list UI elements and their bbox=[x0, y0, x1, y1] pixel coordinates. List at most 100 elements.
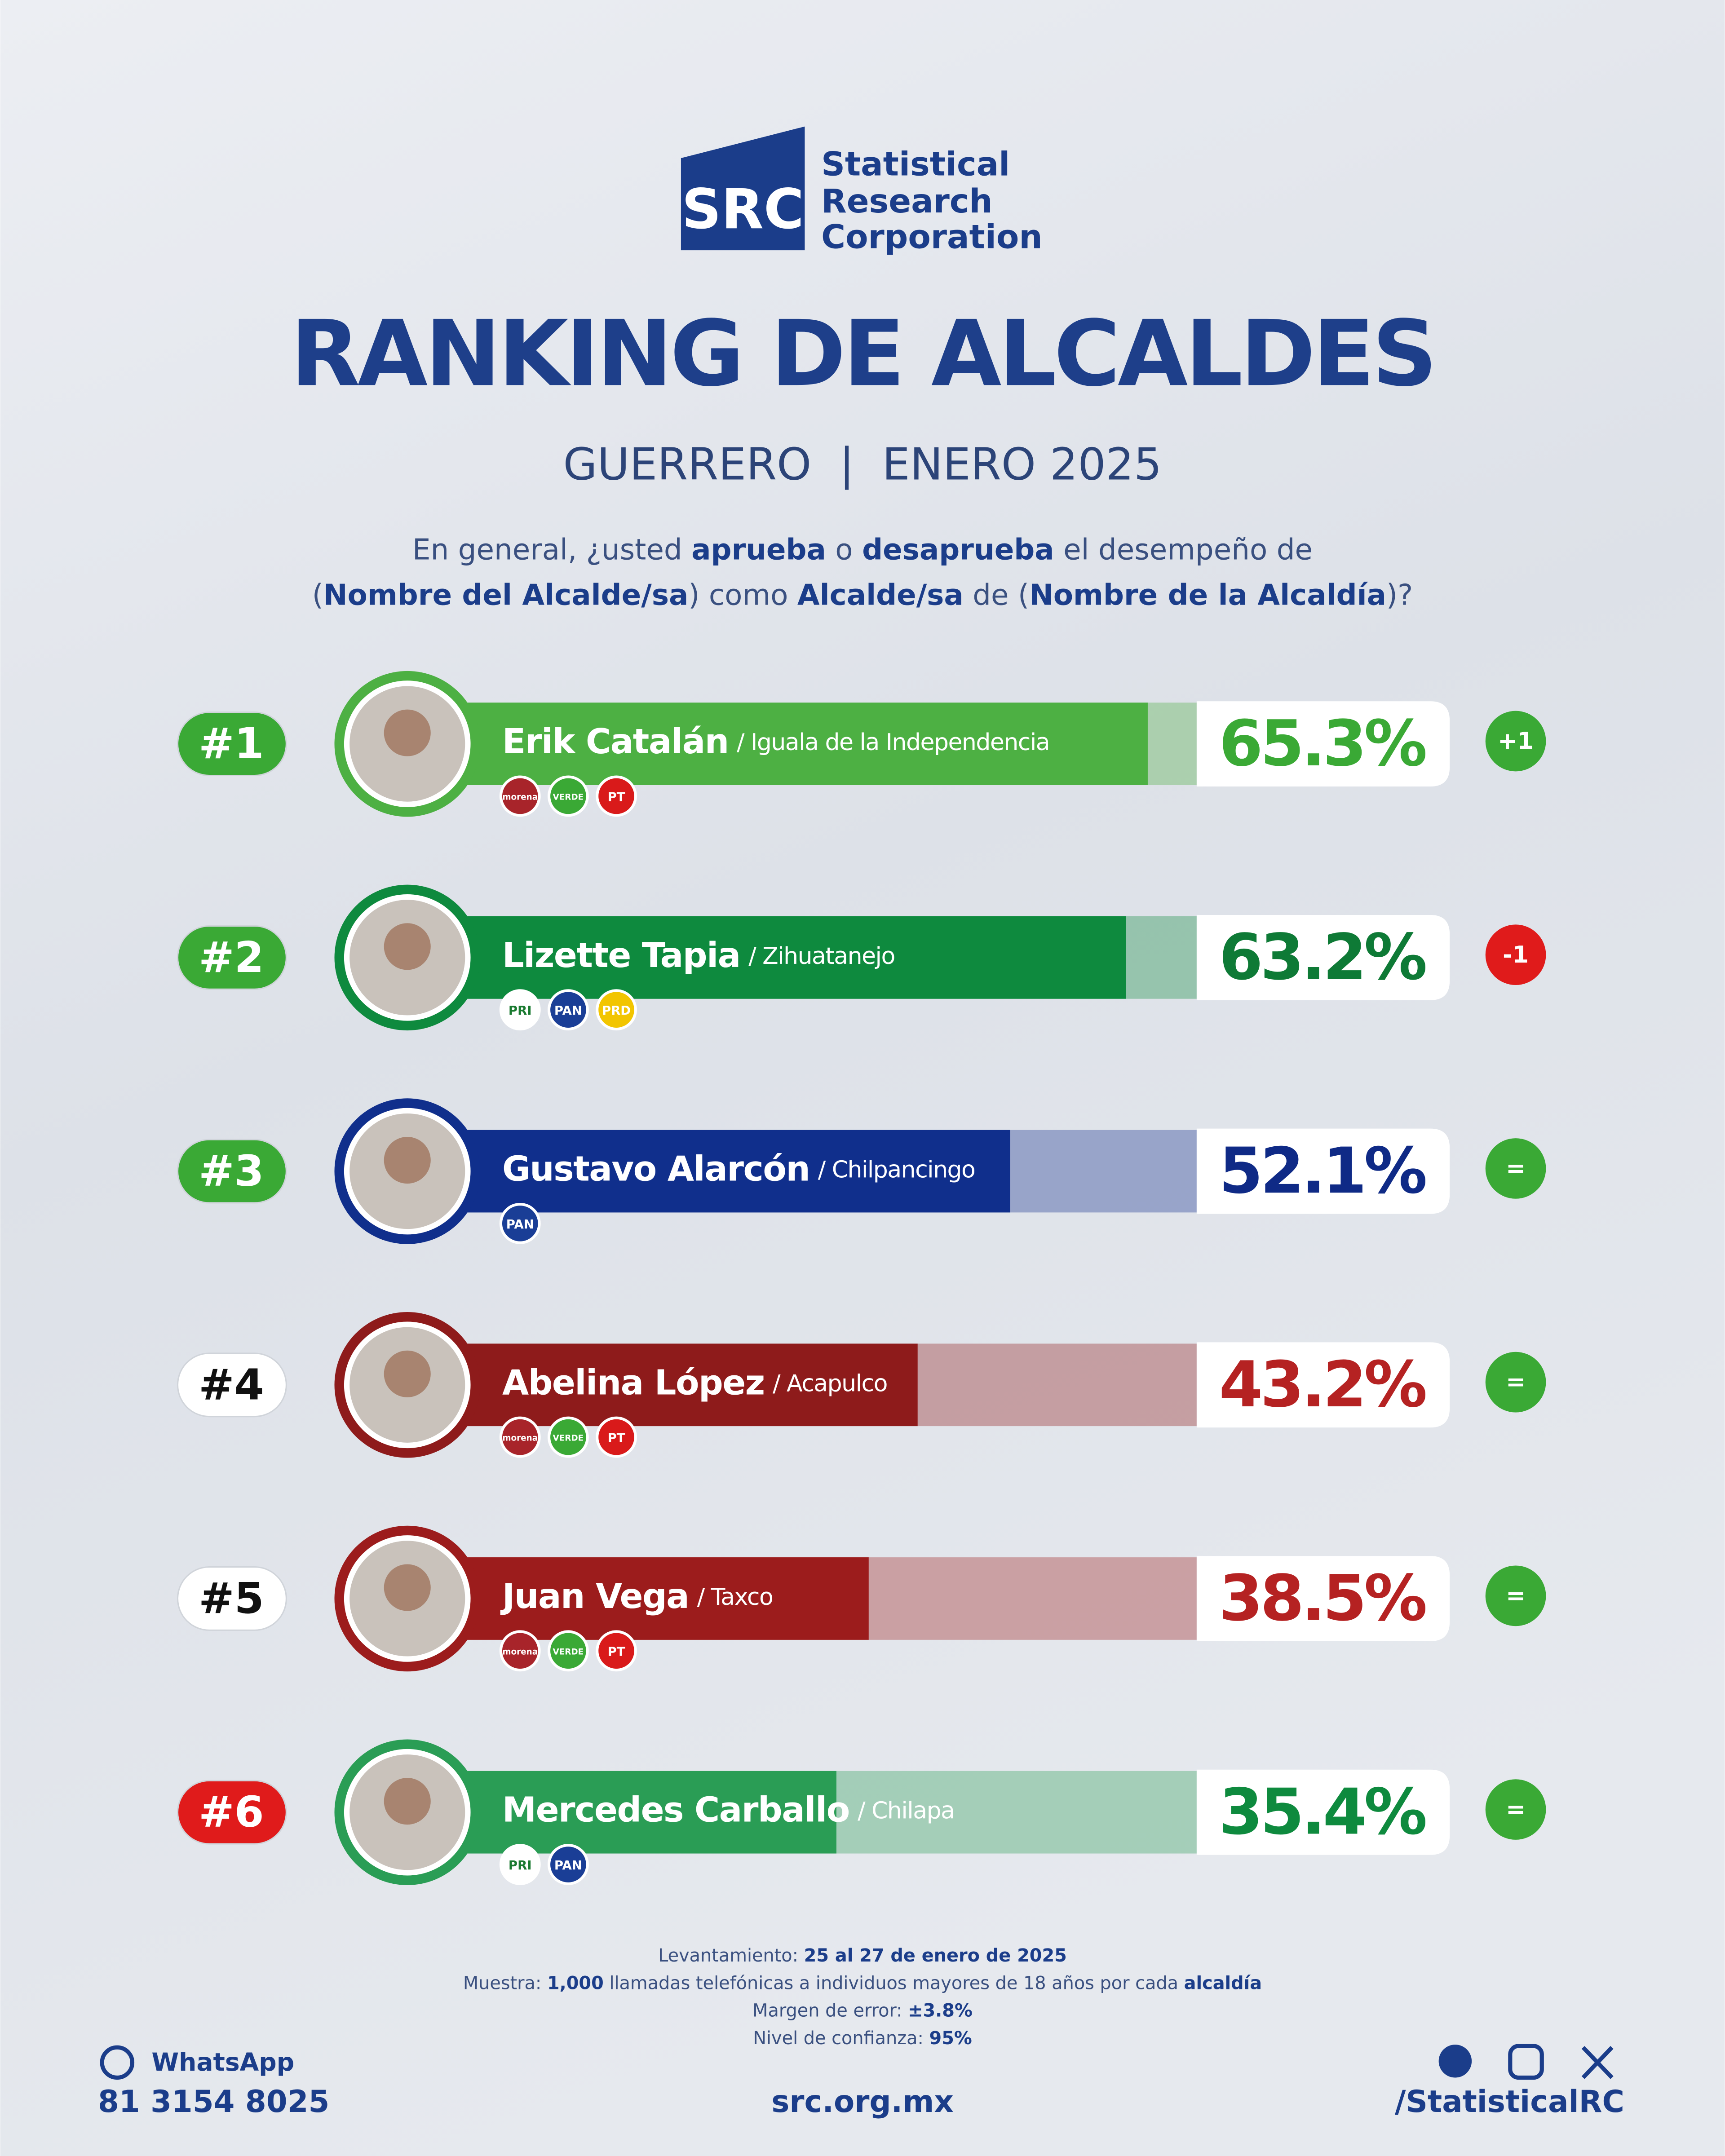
value-box bbox=[1196, 1342, 1450, 1428]
ranking-row: 52.1% Gustavo Alarcón / Chilpancingo PAN #3 = bbox=[177, 1098, 1546, 1244]
text-segment: Nivel de confianza: bbox=[753, 2028, 929, 2048]
party-name: VERDE bbox=[553, 1647, 584, 1657]
rank-label: #3 bbox=[199, 1147, 264, 1196]
party-name: morena bbox=[502, 793, 538, 802]
ranking-row: 43.2% Abelina López / Acapulco morena VERDE P… bbox=[177, 1312, 1546, 1458]
party-logo bbox=[596, 1630, 637, 1672]
party-name: morena bbox=[502, 1647, 538, 1657]
party-name: PRI bbox=[509, 1003, 532, 1018]
photo-head bbox=[384, 923, 431, 970]
logo-text: Statistical bbox=[821, 145, 1010, 183]
value-label: 63.2% bbox=[1219, 921, 1426, 994]
bar bbox=[468, 1557, 869, 1640]
party-logo bbox=[499, 1416, 541, 1458]
ranking: 65.3% Erik Catalán / Iguala de la Independ… bbox=[177, 671, 1546, 1885]
value-box bbox=[1196, 1556, 1450, 1641]
value-label: 43.2% bbox=[1219, 1348, 1426, 1422]
photo-head bbox=[384, 1778, 431, 1825]
name: Abelina López bbox=[502, 1363, 765, 1403]
value-box bbox=[1196, 1128, 1450, 1214]
candidate-name: Lizette Tapia / Zihuatanejo bbox=[502, 936, 895, 976]
change-badge bbox=[1485, 1779, 1546, 1840]
party-name: PT bbox=[608, 790, 625, 804]
change-badge bbox=[1485, 1138, 1546, 1199]
party-name: PAN bbox=[506, 1217, 534, 1232]
text-segment: Levantamiento: bbox=[658, 1945, 804, 1966]
change-label: = bbox=[1506, 1369, 1526, 1396]
change-label: = bbox=[1506, 1582, 1526, 1609]
text-segment: Nombre de la Alcaldía bbox=[1029, 578, 1386, 612]
methodology-line: Levantamiento: 25 al 27 de enero de 2025 bbox=[658, 1945, 1067, 1966]
photo-head bbox=[384, 1137, 431, 1184]
party-name: PAN bbox=[554, 1003, 582, 1018]
party-name: PT bbox=[608, 1431, 625, 1445]
whatsapp-label: WhatsApp bbox=[151, 2048, 294, 2076]
photo-head bbox=[384, 1564, 431, 1611]
text-segment: Nombre del Alcalde/sa bbox=[323, 578, 688, 612]
value-label: 35.4% bbox=[1219, 1775, 1426, 1849]
website: src.org.mx bbox=[771, 2084, 954, 2119]
value-box bbox=[1196, 915, 1450, 1000]
contact: WhatsApp 81 3154 8025 src.org.mx /Statis… bbox=[98, 2044, 1624, 2119]
value-box bbox=[1196, 701, 1450, 787]
bar bbox=[468, 916, 1126, 999]
text-segment: de ( bbox=[964, 578, 1029, 612]
phone: 81 3154 8025 bbox=[98, 2084, 329, 2119]
rank-badge bbox=[177, 1352, 287, 1418]
methodology-line: Margen de error: ±3.8% bbox=[752, 2000, 973, 2021]
change-badge bbox=[1485, 1352, 1546, 1413]
text-segment: ±3.8% bbox=[908, 2000, 973, 2021]
party-name: PT bbox=[608, 1644, 625, 1659]
logo: SRC Statistical Research Corporation bbox=[681, 126, 1043, 256]
text-segment: alcaldía bbox=[1184, 1973, 1262, 1993]
party-logo bbox=[499, 1630, 541, 1672]
text-segment: 25 al 27 de enero de 2025 bbox=[804, 1945, 1067, 1966]
municipality: / Chilpancingo bbox=[818, 1157, 975, 1184]
party-name: morena bbox=[502, 1434, 538, 1443]
name: Juan Vega bbox=[500, 1577, 689, 1617]
party-logo bbox=[499, 775, 541, 817]
party-logo bbox=[596, 1416, 637, 1458]
ranking-row: 65.3% Erik Catalán / Iguala de la Independ… bbox=[177, 671, 1546, 817]
party-logo bbox=[547, 1416, 589, 1458]
title: RANKING DE ALCALDES bbox=[290, 300, 1434, 406]
candidate-name: Gustavo Alarcón / Chilpancingo bbox=[502, 1149, 975, 1189]
party-logo bbox=[499, 1202, 541, 1244]
change-label: -1 bbox=[1503, 941, 1529, 968]
ranking-row: 63.2% Lizette Tapia / Zihuatanejo PRI PAN PRD… bbox=[177, 884, 1546, 1031]
social-handle: /StatisticalRC bbox=[1395, 2084, 1624, 2119]
methodology-line: Muestra: 1,000 llamadas telefónicas a in… bbox=[463, 1973, 1262, 1993]
text-segment: llamadas telefónicas a individuos mayore… bbox=[604, 1973, 1184, 1993]
party-logo bbox=[499, 989, 541, 1031]
municipality: / Taxco bbox=[697, 1584, 773, 1611]
party-logo bbox=[596, 989, 637, 1031]
subtitle: GUERRERO | ENERO 2025 bbox=[563, 439, 1162, 490]
text-segment: En general, ¿usted bbox=[412, 533, 691, 566]
change-label: = bbox=[1506, 1796, 1526, 1823]
text-segment: 95% bbox=[929, 2028, 972, 2048]
text-segment: Alcalde/sa bbox=[797, 578, 964, 612]
rank-badge bbox=[177, 1139, 287, 1204]
party-logo bbox=[547, 1844, 589, 1885]
bar bbox=[468, 702, 1148, 785]
bar bbox=[468, 1130, 1010, 1213]
party-logo bbox=[499, 1844, 541, 1885]
text-segment: ( bbox=[312, 578, 323, 612]
rank-label: #6 bbox=[199, 1788, 264, 1837]
text-segment: 1,000 bbox=[547, 1973, 604, 1993]
text-segment: o bbox=[826, 533, 862, 566]
party-logo bbox=[547, 1630, 589, 1672]
value-label: 65.3% bbox=[1219, 707, 1426, 781]
change-label: +1 bbox=[1498, 728, 1534, 755]
rank-label: #2 bbox=[199, 933, 264, 982]
candidate-name: Abelina López / Acapulco bbox=[502, 1363, 887, 1403]
party-name: PRI bbox=[509, 1858, 532, 1873]
rank-badge bbox=[177, 1780, 287, 1845]
party-logo bbox=[596, 775, 637, 817]
rank-badge bbox=[177, 925, 287, 990]
name: Mercedes Carballo bbox=[502, 1790, 849, 1830]
party-logo bbox=[547, 989, 589, 1031]
question-line: En general, ¿usted aprueba o desaprueba … bbox=[412, 533, 1313, 566]
name: Lizette Tapia bbox=[502, 936, 740, 976]
